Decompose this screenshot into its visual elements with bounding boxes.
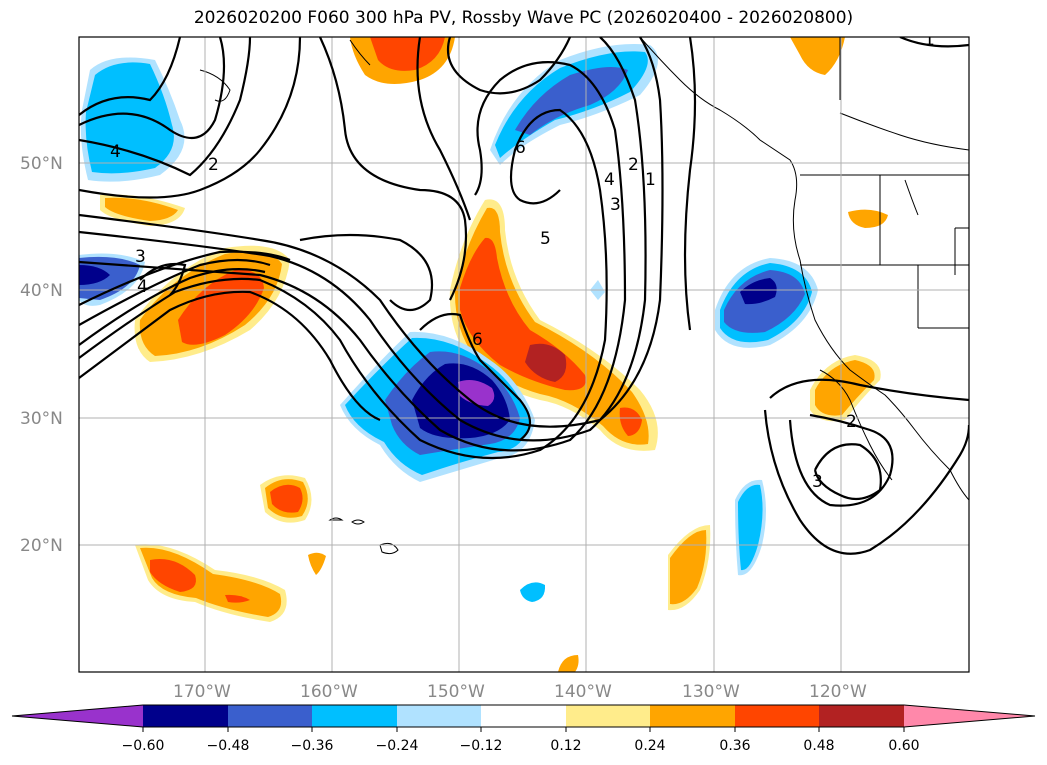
colorbar-tick-label: −0.24 bbox=[376, 738, 419, 754]
contour-label: 3 bbox=[812, 472, 823, 492]
contour-label: 2 bbox=[846, 412, 857, 432]
contour-label: 2 bbox=[208, 155, 219, 175]
colorbar-swatch bbox=[228, 705, 312, 727]
colorbar-overflow-triangle bbox=[904, 705, 1035, 727]
contour-label: 1 bbox=[924, 30, 935, 50]
map-border bbox=[78, 36, 970, 673]
colorbar-tick-label: −0.48 bbox=[207, 738, 250, 754]
map-title: 2026020200 F060 300 hPa PV, Rossby Wave … bbox=[193, 8, 854, 28]
contour-label: 4 bbox=[110, 142, 121, 162]
colorbar-swatch bbox=[397, 705, 481, 727]
contour-label: 6 bbox=[472, 330, 483, 350]
colorbar-swatch bbox=[566, 705, 650, 727]
lon-label-150w: 150°W bbox=[427, 682, 485, 702]
colorbar-tick-label: 0.12 bbox=[550, 738, 581, 754]
lon-label-160w: 160°W bbox=[300, 682, 358, 702]
colorbar-swatch bbox=[481, 705, 566, 727]
latitude-labels: 50°N 40°N 30°N 20°N bbox=[20, 154, 63, 556]
contour-label: 4 bbox=[137, 277, 148, 297]
lon-label-130w: 130°W bbox=[682, 682, 740, 702]
pv-contours bbox=[79, 37, 969, 555]
colorbar-tick-label: 0.60 bbox=[888, 738, 919, 754]
contour-label: 3 bbox=[135, 247, 146, 267]
lat-label-50n: 50°N bbox=[20, 154, 63, 174]
lat-label-40n: 40°N bbox=[20, 281, 63, 301]
lon-label-140w: 140°W bbox=[554, 682, 612, 702]
colorbar-tick-label: 0.48 bbox=[803, 738, 834, 754]
longitude-labels: 170°W 160°W 150°W 140°W 130°W 120°W bbox=[173, 682, 867, 702]
colorbar-swatch bbox=[650, 705, 735, 727]
lat-label-30n: 30°N bbox=[20, 409, 63, 429]
contour-label: 2 bbox=[628, 155, 639, 175]
contour-label: 6 bbox=[515, 138, 526, 158]
colorbar-swatch bbox=[819, 705, 904, 727]
contour-label: 5 bbox=[540, 229, 551, 249]
lon-label-120w: 120°W bbox=[809, 682, 867, 702]
colorbar-tick-label: 0.36 bbox=[719, 738, 750, 754]
colorbar-swatch bbox=[735, 705, 819, 727]
colorbar-tick-label: −0.60 bbox=[122, 738, 165, 754]
colorbar-tick-label: −0.36 bbox=[291, 738, 334, 754]
contour-label: 3 bbox=[610, 195, 621, 215]
lat-label-20n: 20°N bbox=[20, 536, 63, 556]
contour-label: 4 bbox=[604, 170, 615, 190]
contour-label: 1 bbox=[645, 170, 656, 190]
colorbar-swatch bbox=[312, 705, 397, 727]
colorbar-tick-label: −0.12 bbox=[460, 738, 503, 754]
map-area: 4 2 3 4 6 4 3 2 1 5 6 2 3 1 bbox=[79, 30, 969, 672]
colorbar-swatch bbox=[143, 705, 228, 727]
colorbar: −0.60 −0.48 −0.36 −0.24 −0.12 0.12 0.24 … bbox=[11, 704, 1036, 754]
lon-label-170w: 170°W bbox=[173, 682, 231, 702]
colorbar-underflow-triangle bbox=[12, 705, 143, 727]
colorbar-tick-label: 0.24 bbox=[634, 738, 665, 754]
contour-labels: 4 2 3 4 6 4 3 2 1 5 6 2 3 1 bbox=[110, 30, 935, 492]
